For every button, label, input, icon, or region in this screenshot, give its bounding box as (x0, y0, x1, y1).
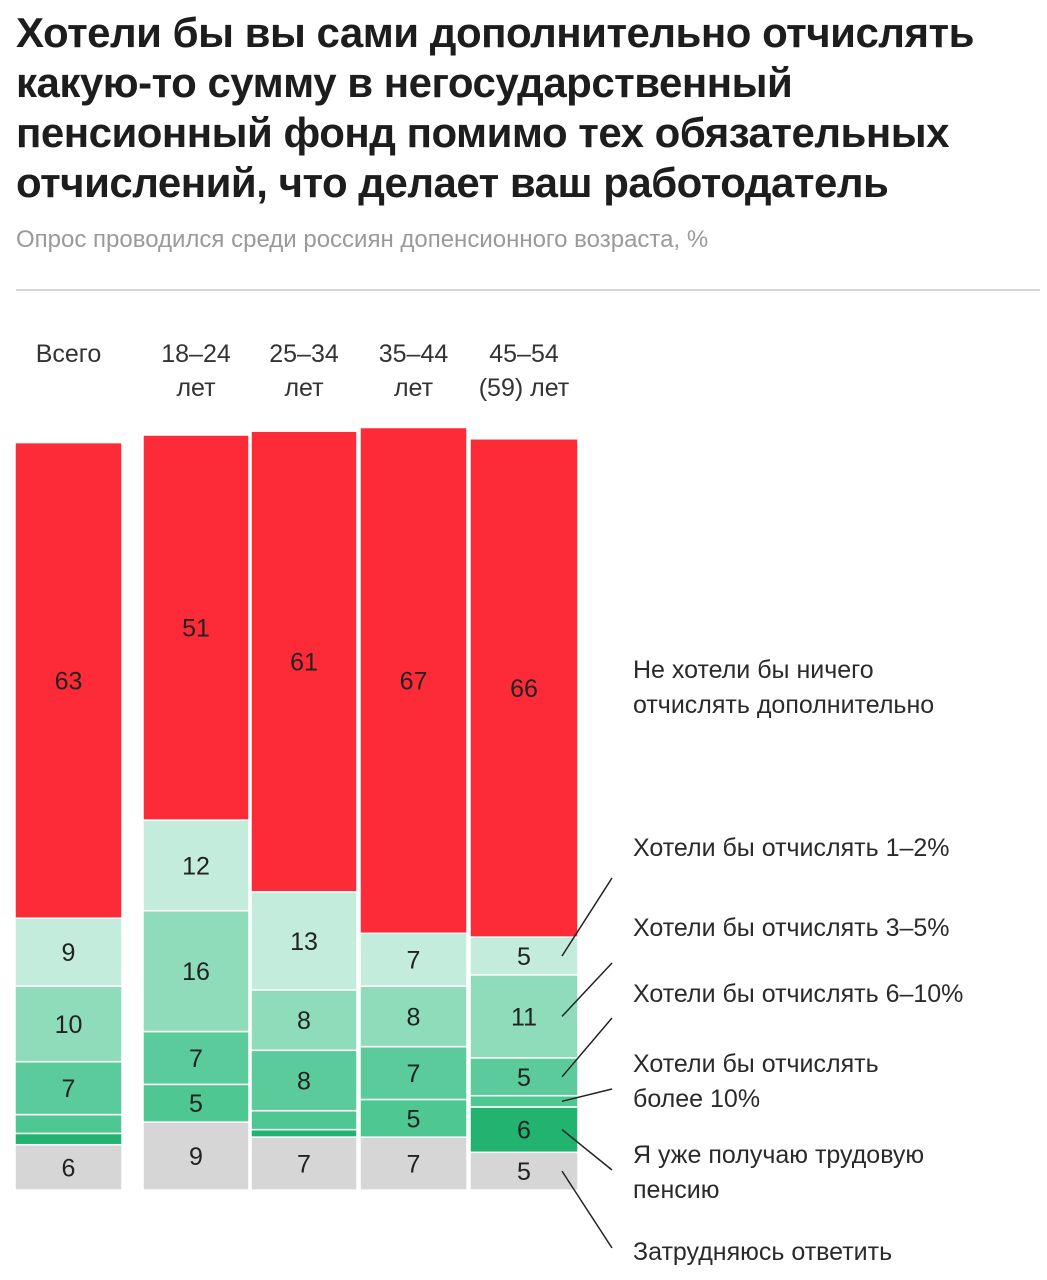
data-label: 9 (62, 939, 76, 967)
data-label: 5 (189, 1090, 203, 1118)
data-label: 7 (407, 1060, 421, 1088)
bar-segment (359, 1098, 468, 1138)
data-label: 8 (297, 1007, 311, 1035)
bar-segment (359, 1045, 468, 1101)
bar-segment (142, 434, 250, 821)
data-label: 67 (400, 667, 428, 695)
legend-item: Хотели бы отчислять более 10% (633, 1050, 879, 1113)
bar-segment (14, 1132, 123, 1146)
bar-segment (250, 891, 358, 991)
legend-item: Хотели бы отчислять 1–2% (633, 834, 950, 862)
bar-segment (14, 441, 123, 919)
leader-line (561, 962, 613, 1017)
leader-line (561, 1170, 613, 1249)
data-label: 7 (189, 1045, 203, 1073)
bar-segment (250, 430, 358, 893)
data-label: 8 (297, 1068, 311, 1096)
data-label: 66 (510, 675, 538, 703)
bar-segment (469, 974, 579, 1059)
bar-segment (469, 1094, 579, 1108)
category-label: 35–44 лет (379, 340, 449, 402)
bar-segment (14, 1060, 123, 1116)
bar-segment (250, 989, 358, 1052)
bar-segment (359, 1136, 468, 1191)
bar-segment (469, 1106, 579, 1154)
legend-item: Не хотели бы ничего отчислять дополнитель… (633, 656, 934, 719)
legend-item: Хотели бы отчислять 6–10% (633, 980, 963, 1008)
bar-segment (14, 917, 123, 987)
data-label: 5 (407, 1105, 421, 1133)
leader-line (561, 1129, 613, 1171)
data-label: 6 (62, 1154, 76, 1182)
leader-line (561, 1088, 613, 1103)
legend-item: Затрудняюсь ответить (633, 1238, 892, 1266)
bar-segment (14, 985, 123, 1063)
legend-item: Я уже получаю трудовую пенсию (633, 1141, 924, 1204)
bar-segment (250, 1109, 358, 1131)
divider (16, 289, 1040, 291)
bar-segment (359, 426, 468, 935)
data-label: 7 (62, 1075, 76, 1103)
bar-segment (469, 936, 579, 976)
bar-segment (142, 909, 250, 1033)
bar-segment (142, 819, 250, 912)
data-label: 51 (182, 615, 210, 643)
data-label: 7 (297, 1151, 311, 1179)
bar-segment (250, 1128, 358, 1138)
data-label: 12 (182, 852, 210, 880)
data-label: 11 (511, 1003, 537, 1031)
bar-segment (469, 438, 579, 938)
bar-segment (14, 1113, 123, 1135)
leader-line (561, 877, 613, 957)
category-label: Всего (36, 340, 102, 368)
data-label: 61 (290, 649, 318, 677)
data-label: 63 (55, 667, 83, 695)
data-label: 5 (517, 1064, 531, 1092)
chart-subtitle: Опрос проводился среди россиян допенсион… (16, 226, 709, 253)
legend-item: Хотели бы отчислять 3–5% (633, 914, 950, 942)
data-label: 9 (189, 1143, 203, 1171)
category-label: 25–34 лет (269, 340, 339, 402)
data-label: 13 (290, 928, 318, 956)
bar-segment (359, 932, 468, 987)
leader-line (561, 1017, 613, 1078)
data-label: 7 (407, 947, 421, 975)
bar-segment (14, 1143, 123, 1191)
data-label: 6 (517, 1117, 531, 1145)
category-label: 45–54 (59) лет (479, 340, 570, 402)
data-label: 5 (517, 943, 531, 971)
data-label: 16 (182, 958, 210, 986)
data-label: 10 (55, 1011, 83, 1039)
data-label: 5 (517, 1158, 531, 1186)
bar-segment (250, 1136, 358, 1191)
category-label: 18–24 лет (161, 340, 231, 402)
data-label: 7 (407, 1151, 421, 1179)
data-label: 8 (407, 1003, 421, 1031)
chart-title: Хотели бы вы сами дополнительно отчислят… (16, 9, 974, 206)
